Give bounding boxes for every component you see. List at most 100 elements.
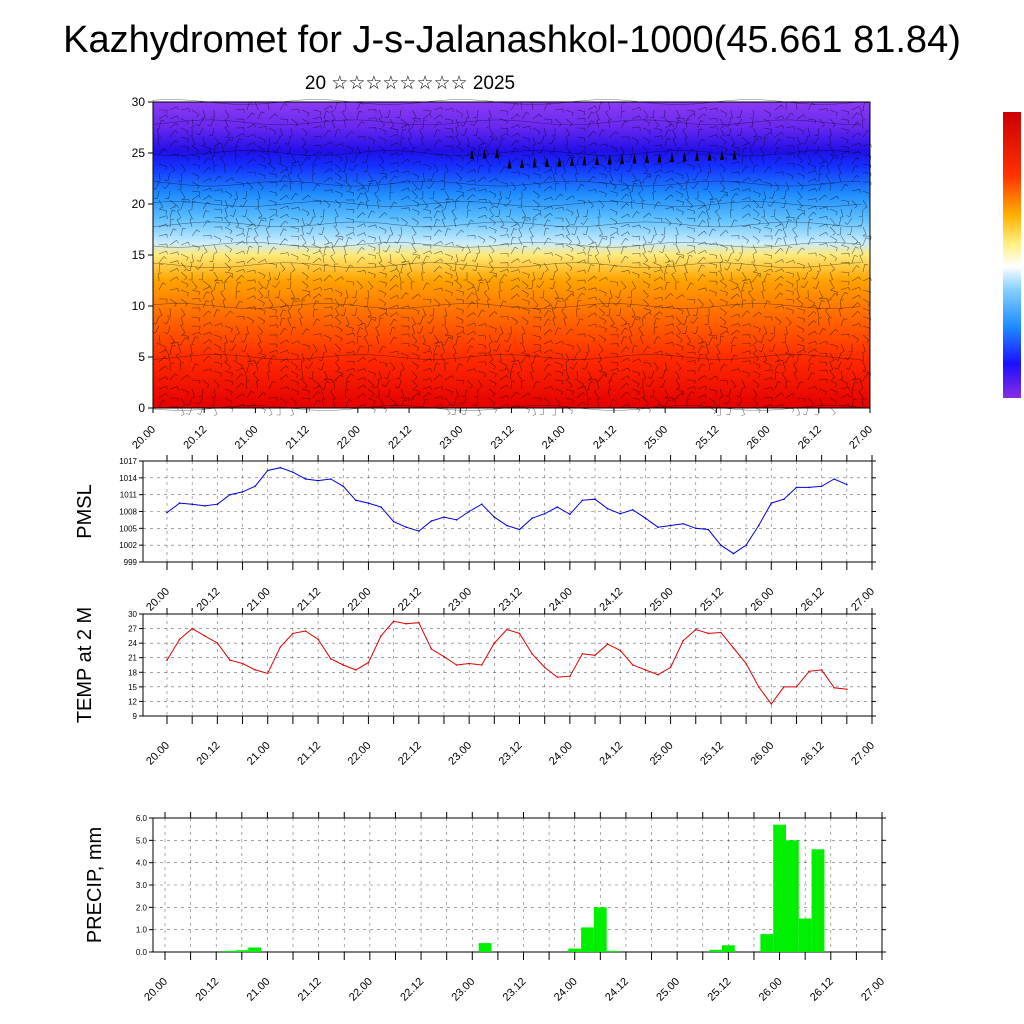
- data-point: [279, 646, 282, 648]
- x-tick-label: 22.12: [398, 976, 426, 1004]
- page-title: Kazhydromet for J-s-Jalanashkol-1000(45.…: [63, 19, 961, 61]
- data-point: [468, 510, 470, 513]
- x-tick-label: 26.12: [799, 586, 827, 614]
- precip-bar: [606, 950, 620, 952]
- x-tick-label: 24.12: [597, 740, 625, 768]
- data-point: [606, 507, 609, 510]
- y-tick-label: 30: [128, 610, 137, 619]
- data-point: [392, 520, 395, 523]
- data-point: [543, 512, 546, 515]
- precip-bar: [478, 943, 492, 952]
- data-point: [682, 639, 684, 642]
- data-point: [720, 544, 722, 546]
- x-tick-label: 22.12: [396, 740, 424, 768]
- data-point: [594, 498, 596, 501]
- precip-bar: [581, 927, 594, 952]
- data-point: [531, 653, 533, 655]
- data-point: [254, 485, 256, 488]
- x-tick-label: 23.00: [449, 976, 477, 1004]
- precip-bar: [248, 947, 261, 952]
- x-tick-label: 25.00: [648, 740, 676, 768]
- y-tick-label: 0.0: [136, 948, 148, 957]
- data-point: [204, 505, 206, 507]
- precip-bar: [593, 907, 607, 952]
- pmsl-chart: 999 1002 1005 1008 1011 1014 1017 20.00 20.12 21.…: [74, 455, 877, 614]
- data-point: [342, 664, 345, 666]
- x-tick-label: 25.12: [698, 586, 726, 614]
- x-tick-label: 24.00: [547, 740, 575, 768]
- x-tick-label: 23.12: [497, 740, 525, 768]
- data-point: [455, 664, 458, 666]
- data-point: [443, 655, 445, 658]
- y-axis-label: PMSL: [74, 484, 96, 538]
- data-point: [317, 479, 319, 482]
- y-tick-label: 1008: [119, 508, 137, 517]
- data-point: [216, 642, 219, 644]
- data-point: [606, 643, 609, 645]
- x-tick-label: 20.12: [195, 586, 223, 614]
- data-point: [632, 664, 634, 666]
- x-tick-label: 25.00: [654, 976, 682, 1004]
- data-point: [329, 478, 332, 480]
- data-point: [178, 502, 181, 504]
- wind-barbs: [152, 101, 872, 416]
- data-point: [644, 517, 647, 519]
- x-tick-label: 26.12: [796, 424, 824, 452]
- data-point: [632, 509, 634, 511]
- x-tick-label: 26.12: [799, 740, 827, 768]
- data-point: [229, 659, 231, 661]
- data-point: [833, 478, 835, 480]
- precip-bar: [709, 949, 722, 952]
- data-point: [682, 523, 684, 525]
- precip-bar: [786, 840, 799, 952]
- x-tick-label: 22.00: [346, 586, 374, 614]
- x-tick-label: 25.00: [642, 424, 670, 452]
- data-point: [191, 503, 193, 506]
- data-point: [266, 469, 269, 472]
- data-point: [757, 524, 760, 527]
- data-point: [506, 524, 508, 527]
- x-tick-label: 20.00: [142, 976, 170, 1004]
- data-point: [770, 502, 773, 504]
- precip-bar: [235, 950, 249, 952]
- data-point: [493, 642, 496, 644]
- x-tick-label: 21.00: [245, 976, 273, 1004]
- data-point: [732, 552, 735, 555]
- data-point: [355, 669, 357, 671]
- data-point: [795, 486, 798, 489]
- data-point: [178, 638, 181, 641]
- x-tick-label: 22.00: [346, 740, 374, 768]
- y-tick-label: 1017: [119, 457, 137, 466]
- heatmap-field: [153, 102, 870, 408]
- data-point: [569, 513, 571, 516]
- y-tick-label: 1014: [119, 474, 137, 483]
- x-tick-label: 25.12: [698, 740, 726, 768]
- data-point: [191, 627, 193, 630]
- data-point: [569, 675, 571, 677]
- data-point: [543, 666, 546, 669]
- x-tick-label: 23.12: [489, 424, 517, 452]
- y-tick-label: 4.0: [136, 859, 148, 868]
- data-point: [443, 516, 445, 518]
- data-point: [820, 485, 823, 488]
- x-tick-label: 21.12: [295, 586, 323, 614]
- data-point: [480, 503, 483, 506]
- data-point: [581, 653, 584, 655]
- data-point: [430, 648, 433, 650]
- precip-bar: [568, 948, 582, 952]
- data-point: [204, 635, 206, 637]
- y-tick-label: 18: [128, 668, 137, 677]
- data-point: [518, 632, 521, 635]
- contour-line: [152, 119, 862, 126]
- vertical-section-chart: 0 5 10 15 20 25 30 20.00 20.12 21.00 21.12 22.00 22.…: [130, 95, 875, 452]
- data-point: [820, 669, 823, 671]
- data-point: [317, 638, 319, 641]
- x-tick-label: 21.12: [295, 740, 323, 768]
- x-tick-label: 26.00: [748, 740, 776, 768]
- y-tick-label: 12: [128, 697, 137, 706]
- y-tick-label: 1.0: [136, 926, 148, 935]
- precip-bar: [773, 824, 786, 952]
- precip-bar: [798, 918, 812, 952]
- y-tick-label: 25: [132, 146, 146, 160]
- x-tick-label: 23.00: [437, 424, 465, 452]
